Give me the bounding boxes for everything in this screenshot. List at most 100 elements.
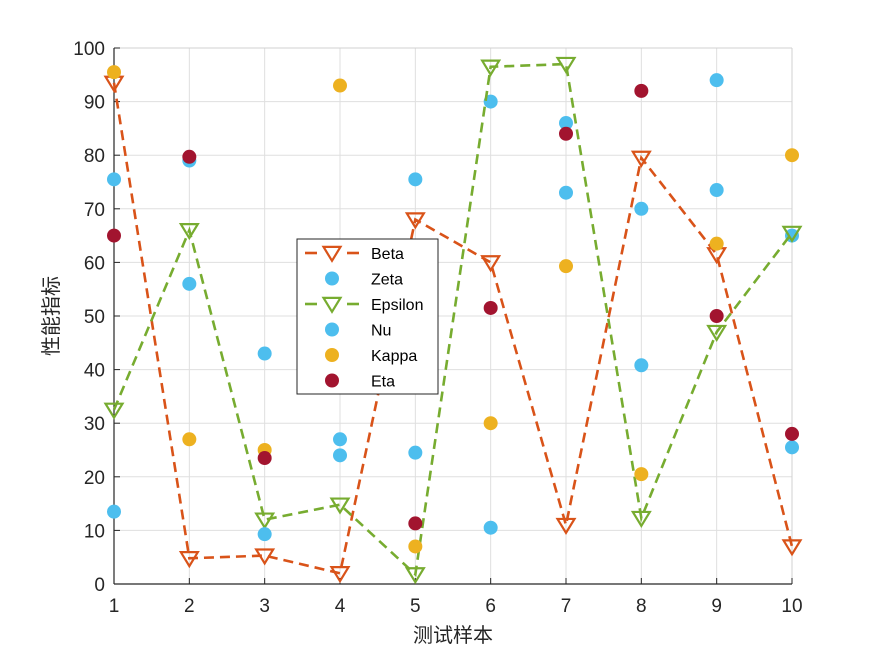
dot-marker-icon [634, 83, 649, 98]
dot-marker-icon [408, 516, 423, 531]
triangle-down-marker-icon [254, 548, 276, 566]
x-tick-label: 9 [711, 596, 722, 617]
x-tick-label: 2 [184, 596, 195, 617]
x-tick-label: 7 [561, 596, 572, 617]
triangle-down-marker-icon [321, 296, 343, 314]
dot-marker-icon [325, 271, 339, 286]
triangle-down-marker-icon [781, 225, 803, 243]
triangle-down-marker-icon [630, 510, 652, 529]
legend-item-beta: Beta [305, 245, 404, 263]
dot-marker-icon [785, 426, 799, 441]
dot-marker-icon [785, 440, 799, 455]
dot-marker-icon [257, 527, 272, 542]
dot-marker-icon [634, 358, 649, 373]
dot-marker-icon [107, 172, 121, 187]
dot-marker-icon [408, 445, 423, 460]
triangle-down-marker-icon [480, 59, 502, 77]
dot-marker-icon [483, 416, 498, 431]
dot-marker-icon [325, 373, 339, 388]
plot-area [103, 56, 803, 585]
y-tick-labels: 0 10 20 30 40 50 60 70 80 90 100 [73, 39, 105, 596]
x-tick-label: 1 [109, 596, 120, 617]
legend-item-eta: Eta [325, 373, 395, 391]
y-tick-label: 30 [84, 414, 105, 435]
dot-marker-icon [333, 432, 347, 447]
dot-marker-icon [182, 432, 197, 447]
legend-item-epsilon: Epsilon [305, 296, 423, 314]
triangle-down-marker-icon [706, 324, 728, 343]
triangle-down-marker-icon [404, 212, 426, 230]
triangle-down-marker-icon [178, 551, 200, 569]
dot-marker-icon [709, 183, 724, 198]
dot-marker-icon [559, 259, 573, 274]
legend-item-nu: Nu [325, 322, 391, 340]
y-tick-label: 70 [84, 200, 105, 221]
triangle-down-marker-icon [103, 402, 125, 420]
legend-label: Epsilon [371, 297, 423, 314]
dot-marker-icon [257, 451, 272, 466]
y-tick-label: 20 [84, 468, 105, 489]
x-axis-title: 测试样本 [413, 623, 493, 647]
x-tick-label: 6 [485, 596, 496, 617]
dot-marker-icon [559, 126, 573, 141]
triangle-down-marker-icon [781, 539, 803, 557]
triangle-down-marker-icon [555, 56, 577, 75]
dot-marker-icon [107, 504, 121, 519]
axes [113, 47, 793, 585]
dot-marker-icon [182, 149, 197, 164]
dot-marker-icon [182, 276, 197, 291]
triangle-down-marker-icon [254, 512, 276, 530]
triangle-down-marker-icon [555, 517, 577, 535]
dot-marker-icon [333, 448, 347, 463]
x-tick-labels: 1 2 3 4 5 6 7 8 9 10 [109, 596, 803, 617]
y-tick-label: 90 [84, 93, 105, 114]
y-tick-label: 0 [94, 575, 105, 596]
dot-marker-icon [709, 236, 724, 251]
dot-marker-icon [333, 78, 347, 93]
triangle-down-marker-icon [321, 245, 343, 263]
legend-item-zeta: Zeta [325, 271, 403, 289]
triangle-down-marker-icon [404, 567, 426, 585]
y-tick-label: 100 [73, 39, 105, 60]
dot-marker-icon [325, 348, 339, 362]
dot-marker-icon [785, 148, 799, 163]
dot-marker-icon [709, 73, 724, 88]
legend-label: Zeta [371, 272, 403, 289]
series-nu [107, 183, 799, 542]
legend-box [296, 238, 439, 395]
dot-marker-icon [257, 346, 272, 361]
dot-marker-icon [107, 228, 121, 243]
dot-marker-icon [483, 300, 498, 315]
x-tick-label: 10 [781, 596, 802, 617]
legend-item-kappa: Kappa [325, 348, 417, 365]
dot-marker-icon [709, 309, 724, 323]
dot-marker-icon [634, 201, 649, 216]
dot-marker-icon [325, 322, 339, 337]
dot-marker-icon [408, 172, 423, 187]
series-line [112, 62, 794, 577]
dot-marker-icon [634, 467, 649, 482]
legend: Beta Zeta Epsilon Nu Kappa Eta [296, 238, 439, 395]
dot-marker-icon [483, 520, 498, 535]
y-axis-title: 性能指标 [39, 276, 63, 356]
triangle-down-marker-icon [329, 497, 351, 515]
dot-marker-icon [107, 65, 121, 80]
y-tick-label: 40 [84, 361, 105, 382]
legend-label: Beta [371, 246, 404, 263]
legend-label: Kappa [371, 348, 417, 365]
series-epsilon [103, 56, 803, 585]
y-tick-label: 10 [84, 521, 105, 542]
triangle-down-marker-icon [480, 255, 502, 273]
dot-marker-icon [559, 116, 573, 131]
series-kappa [107, 65, 799, 554]
legend-label: Nu [371, 323, 391, 340]
y-tick-label: 50 [84, 307, 105, 328]
y-tick-label: 60 [84, 253, 105, 274]
triangle-down-marker-icon [630, 150, 652, 168]
dot-marker-icon [559, 185, 573, 200]
x-tick-label: 4 [335, 596, 346, 617]
triangle-down-marker-icon [329, 566, 351, 584]
x-tick-label: 3 [259, 596, 270, 617]
legend-label: Eta [371, 374, 395, 391]
